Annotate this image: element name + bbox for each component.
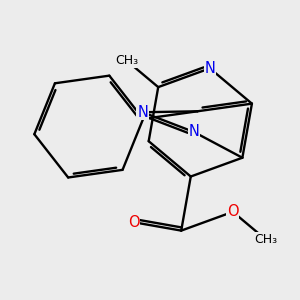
- Text: CH₃: CH₃: [254, 233, 277, 246]
- Text: N: N: [137, 105, 148, 120]
- Text: CH₃: CH₃: [115, 54, 138, 67]
- Text: N: N: [188, 124, 199, 140]
- Text: O: O: [227, 204, 238, 219]
- Text: N: N: [204, 61, 215, 76]
- Text: O: O: [128, 215, 140, 230]
